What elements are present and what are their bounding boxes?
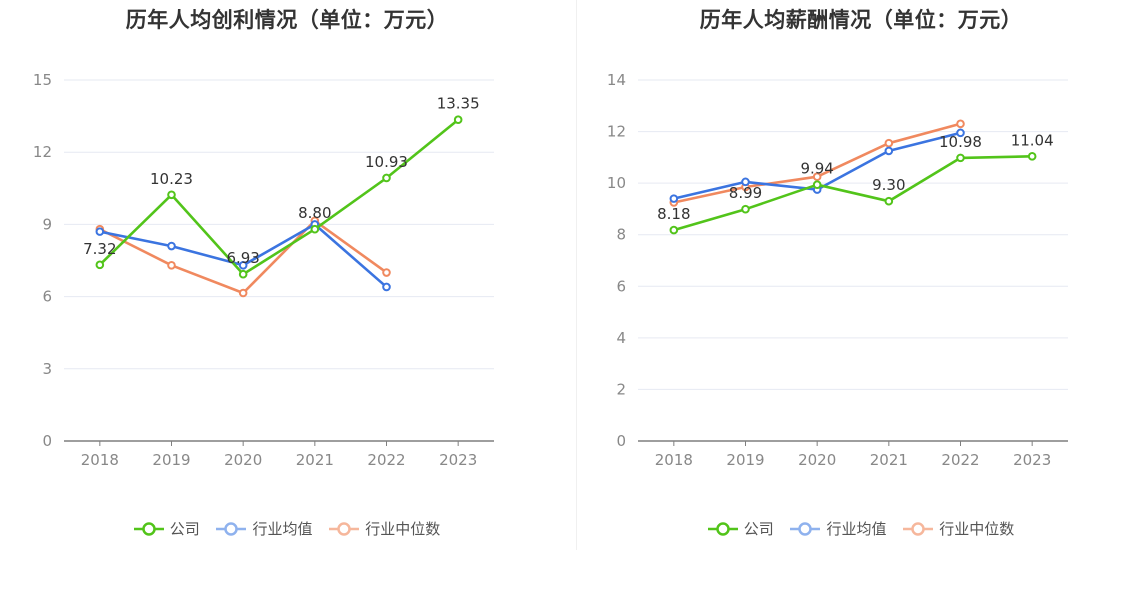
data-label: 10.93 — [365, 153, 408, 171]
data-point-company — [812, 180, 822, 189]
y-tick-label: 10 — [607, 174, 626, 192]
x-tick-label: 2021 — [870, 451, 908, 469]
legend-label: 公司 — [743, 520, 774, 538]
profit-line-chart: 0 3 6 9 12 15 2018 2019 2020 2021 2022 2023 7.32 10.2… — [33, 71, 494, 469]
legend-industry-median[interactable]: 行业中位数 — [903, 518, 1014, 539]
legend-company-icon — [133, 521, 164, 536]
chart-legend: 公司 行业均值 行业中位数 — [0, 518, 574, 540]
legend-industry-avg[interactable]: 行业均值 — [790, 518, 887, 539]
data-point-industry_median — [884, 138, 894, 148]
data-label: 10.98 — [939, 133, 982, 151]
x-tick-label: 2020 — [798, 451, 836, 469]
y-tick-label: 6 — [42, 288, 52, 306]
data-point-company — [238, 269, 248, 279]
data-point-industry_avg — [95, 227, 105, 236]
data-label: 6.93 — [226, 249, 259, 267]
data-point-company — [1027, 152, 1037, 161]
chart-title: 历年人均创利情况（单位：万元） — [125, 8, 449, 32]
y-tick-label: 2 — [616, 380, 626, 398]
x-tick-label: 2023 — [1013, 451, 1051, 469]
legend-industry-median[interactable]: 行业中位数 — [329, 518, 440, 539]
chart-legend: 公司 行业均值 行业中位数 — [574, 518, 1148, 540]
chart-panel-profit: 历年人均创利情况（单位：万元） 0 3 6 9 12 15 2018 2019 2020 2021… — [0, 8, 574, 540]
x-tick-label: 2022 — [367, 451, 405, 469]
x-tick-label: 2023 — [439, 451, 477, 469]
data-point-industry_avg — [167, 241, 176, 251]
y-tick-label: 6 — [616, 277, 626, 295]
data-point-company — [310, 224, 320, 234]
data-label: 8.99 — [729, 184, 762, 202]
data-point-industry_median — [382, 268, 391, 277]
data-point-industry_avg — [382, 282, 391, 292]
x-tick-label: 2022 — [941, 451, 979, 469]
chart-panel-salary: 历年人均薪酬情况（单位：万元） 0 2 4 6 8 10 12 14 2018 2019 2020 2… — [574, 0, 1148, 589]
x-tick-label: 2018 — [81, 451, 119, 469]
data-point-company — [669, 225, 679, 235]
data-point-industry_avg — [238, 261, 248, 270]
y-tick-label: 9 — [42, 215, 52, 233]
y-tick-label: 12 — [33, 143, 52, 161]
data-label: 8.18 — [657, 205, 690, 223]
data-point-industry_avg — [669, 194, 679, 203]
legend-label: 行业均值 — [252, 520, 313, 538]
legend-company[interactable]: 公司 — [133, 518, 200, 539]
panel-divider — [576, 0, 577, 550]
data-label: 9.30 — [872, 176, 905, 194]
legend-label: 行业均值 — [826, 520, 887, 538]
data-point-company — [741, 204, 750, 214]
x-tick-label: 2018 — [655, 451, 693, 469]
data-point-industry_median — [956, 119, 965, 129]
data-point-company — [453, 115, 463, 125]
legend-industry-median-icon — [903, 521, 934, 536]
legend-company-icon — [707, 521, 738, 536]
salary-line-chart: 0 2 4 6 8 10 12 14 2018 2019 2020 2021 2022 2023 8.18 8… — [607, 71, 1068, 469]
data-label: 13.35 — [437, 95, 480, 113]
series-line-company — [98, 118, 460, 276]
data-point-industry_median — [167, 261, 176, 270]
x-tick-label: 2020 — [224, 451, 262, 469]
legend-company[interactable]: 公司 — [707, 518, 774, 539]
legend-label: 公司 — [169, 520, 200, 538]
data-label: 9.94 — [800, 160, 833, 178]
series-line-company — [673, 155, 1033, 232]
data-label: 8.80 — [298, 204, 331, 222]
y-tick-label: 8 — [616, 226, 626, 244]
x-tick-label: 2019 — [726, 451, 764, 469]
data-point-company — [382, 173, 391, 183]
y-tick-label: 0 — [616, 432, 626, 450]
data-point-company — [95, 260, 105, 270]
data-point-industry_avg — [741, 177, 750, 187]
data-point-industry_median — [812, 172, 822, 181]
legend-industry-median-icon — [329, 521, 360, 536]
data-label: 11.04 — [1011, 131, 1054, 149]
legend-industry-avg[interactable]: 行业均值 — [216, 518, 313, 539]
chart-title: 历年人均薪酬情况（单位：万元） — [699, 8, 1023, 32]
data-point-industry_avg — [884, 146, 894, 156]
data-label: 10.23 — [150, 170, 193, 188]
y-tick-label: 12 — [607, 123, 626, 141]
legend-label: 行业中位数 — [939, 520, 1015, 538]
legend-label: 行业中位数 — [365, 520, 441, 538]
data-label: 7.32 — [83, 240, 116, 258]
data-point-company — [884, 196, 894, 206]
data-point-company — [956, 153, 965, 163]
y-tick-label: 0 — [42, 432, 52, 450]
data-point-industry_median — [238, 288, 248, 298]
legend-industry-avg-icon — [790, 521, 821, 536]
x-tick-label: 2021 — [296, 451, 334, 469]
y-tick-label: 15 — [33, 71, 52, 89]
y-tick-label: 14 — [607, 71, 626, 89]
data-point-company — [167, 190, 176, 200]
y-tick-label: 4 — [616, 329, 626, 347]
x-tick-label: 2019 — [152, 451, 190, 469]
legend-industry-avg-icon — [216, 521, 247, 536]
y-tick-label: 3 — [42, 360, 52, 378]
data-point-industry_avg — [956, 128, 965, 138]
